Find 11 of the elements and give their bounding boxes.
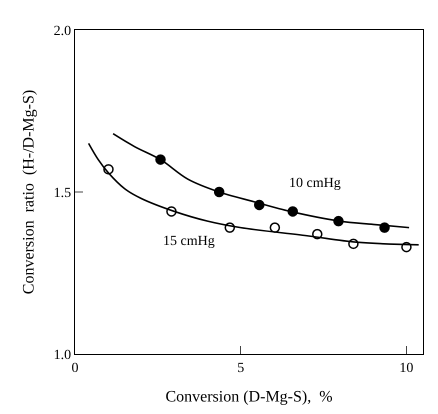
y-tick-label: 1.5 [54, 186, 72, 201]
y-tick-label: 2.0 [54, 24, 72, 39]
x-tick-label: 5 [237, 360, 244, 376]
y-axis-title: Conversion ratio (H-/D-Mg-S) [20, 90, 38, 294]
point [270, 222, 280, 233]
x-axis-title: Conversion (D-Mg-S), % [165, 388, 333, 406]
series-label: 10 cmHg [289, 176, 341, 191]
y-tick-label: 1.0 [54, 348, 72, 363]
x-tick-label: 0 [72, 360, 78, 376]
series-label: 15 cmHg [163, 234, 215, 249]
x-tick-label: 10 [399, 360, 414, 376]
